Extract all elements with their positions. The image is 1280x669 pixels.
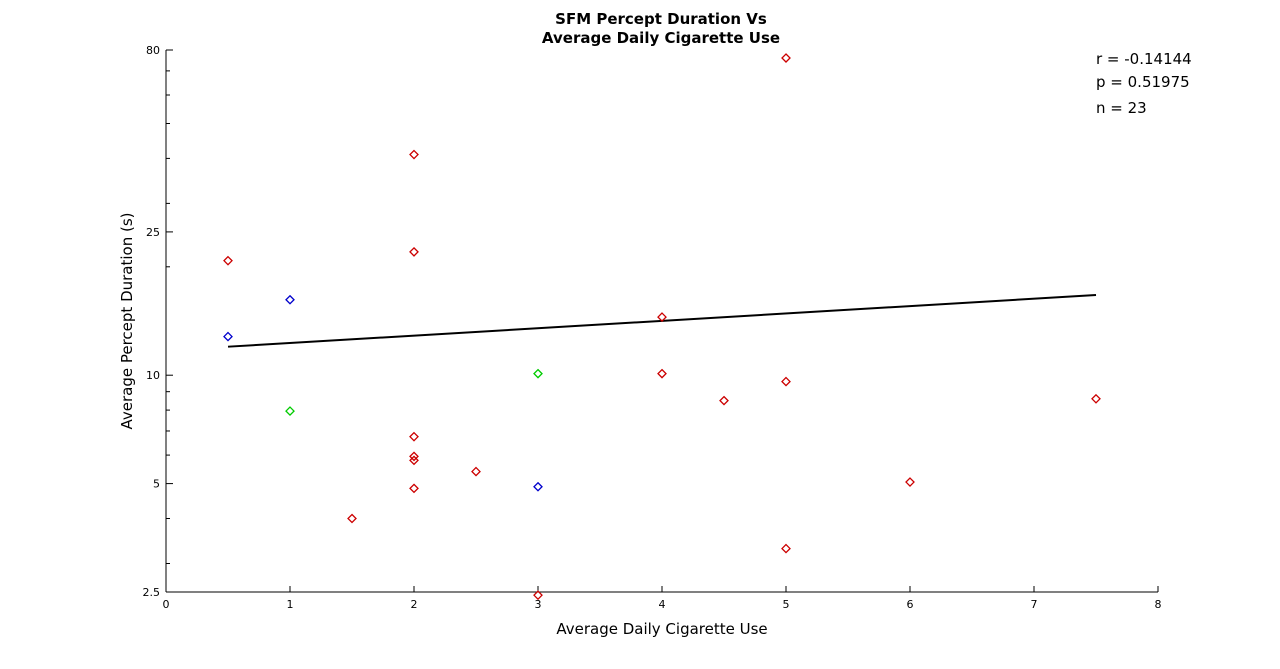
- x-tick-label: 5: [783, 598, 790, 611]
- scatter-point-red: [781, 543, 791, 554]
- y-tick-label: 5: [153, 478, 160, 491]
- y-tick-label: 10: [146, 369, 160, 382]
- scatter-point-red: [781, 53, 791, 63]
- x-tick-label: 2: [411, 598, 418, 611]
- y-tick-label: 80: [146, 44, 160, 57]
- scatter-point-red: [409, 451, 419, 462]
- scatter-point-red: [409, 149, 419, 160]
- x-axis-ticks: 0 1 2 3 4 5 6 7 8: [163, 586, 1162, 611]
- scatter-point-green: [533, 368, 543, 379]
- scatter-point-red: [781, 376, 791, 387]
- chart-title-line-1: SFM Percept Duration Vs: [555, 10, 767, 28]
- x-tick-label: 1: [287, 598, 294, 611]
- y-axis-ticks: 2.5 5 10 25 80: [143, 44, 173, 599]
- scatter-point-red: [409, 455, 419, 466]
- y-axis-minor-ticks: [166, 70, 170, 564]
- x-tick-label: 8: [1155, 598, 1162, 611]
- x-axis-label: Average Daily Cigarette Use: [556, 620, 767, 638]
- scatter-point-blue: [223, 331, 233, 342]
- y-tick-label: 25: [146, 226, 160, 239]
- scatter-point-red: [1091, 393, 1101, 404]
- y-tick-label: 2.5: [143, 586, 161, 599]
- data-points: [223, 53, 1101, 601]
- scatter-point-red: [409, 483, 419, 494]
- y-axis-label: Average Percept Duration (s): [118, 212, 136, 429]
- scatter-point-red: [905, 477, 915, 487]
- stat-p: p = 0.51975: [1096, 73, 1190, 91]
- scatter-point-red: [223, 255, 233, 266]
- stat-r: r = -0.14144: [1096, 50, 1192, 68]
- x-tick-label: 7: [1031, 598, 1038, 611]
- x-tick-label: 4: [659, 598, 666, 611]
- scatter-point-red: [719, 395, 729, 406]
- scatter-point-blue: [285, 294, 295, 305]
- x-tick-label: 6: [907, 598, 914, 611]
- stat-n: n = 23: [1096, 99, 1147, 117]
- scatter-point-red: [409, 431, 419, 442]
- scatter-point-red: [657, 312, 667, 323]
- x-tick-label: 0: [163, 598, 170, 611]
- scatter-point-red: [657, 368, 667, 379]
- scatter-point-red: [347, 513, 357, 524]
- x-tick-label: 3: [535, 598, 542, 611]
- scatter-point-red: [409, 246, 419, 257]
- scatter-point-red: [471, 466, 481, 477]
- chart-title-line-2: Average Daily Cigarette Use: [542, 29, 780, 47]
- scatter-point-red: [533, 590, 543, 601]
- scatter-point-blue: [533, 481, 543, 492]
- scatter-point-green: [285, 406, 295, 416]
